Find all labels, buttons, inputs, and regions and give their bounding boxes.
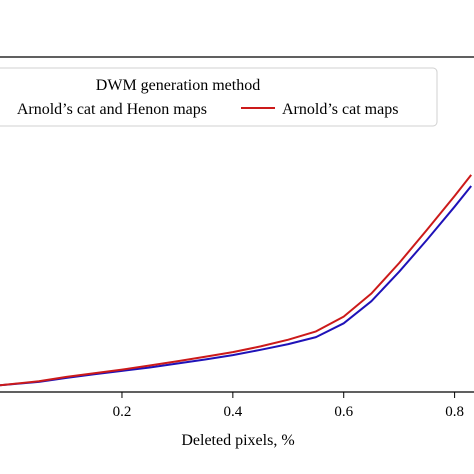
x-tick-label: 0.6 (334, 404, 353, 420)
series-layer (0, 174, 472, 387)
legend-label-series-1: Arnold’s cat and Henon maps (17, 101, 207, 118)
legend-box (0, 67, 438, 127)
legend: DWM generation method Arnold’s cat and H… (0, 67, 438, 127)
series-line-2 (0, 174, 472, 387)
x-tick-label: 0.8 (445, 404, 464, 420)
x-tick-label: 0.2 (113, 404, 132, 420)
legend-title: DWM generation method (96, 77, 260, 94)
x-axis-ticks: 0.2 0.4 0.6 0.8 (113, 392, 464, 420)
series-line-1 (0, 185, 472, 387)
legend-label-series-2: Arnold’s cat maps (282, 101, 398, 118)
x-tick-label: 0.4 (223, 404, 242, 420)
x-axis-label: Deleted pixels, % (181, 432, 294, 449)
